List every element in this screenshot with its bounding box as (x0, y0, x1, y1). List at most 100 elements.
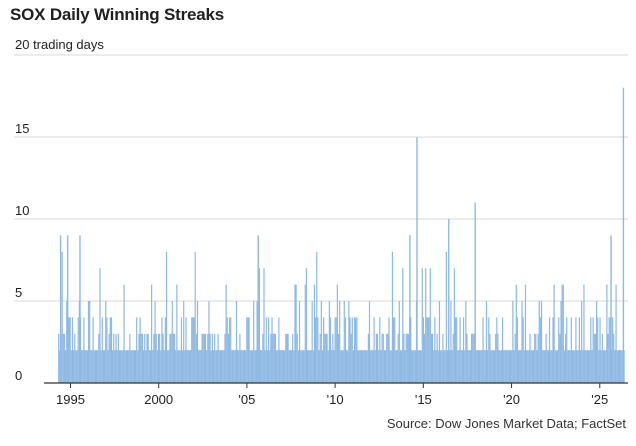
bar (532, 350, 535, 383)
bar (194, 251, 196, 383)
bar (219, 350, 222, 383)
bar (308, 350, 310, 383)
bar-notable (416, 137, 418, 383)
bar (305, 268, 308, 383)
bar (437, 350, 439, 383)
bar (186, 350, 188, 383)
bar (407, 333, 410, 383)
bar (199, 350, 201, 383)
bar (159, 333, 161, 383)
bar (501, 317, 504, 383)
bar (489, 333, 491, 383)
bar (551, 350, 553, 383)
x-tick-label: '25 (591, 392, 608, 407)
bar (324, 333, 326, 383)
bar (228, 317, 231, 383)
bar (140, 333, 142, 383)
bar (453, 268, 455, 383)
x-tick-label: 1995 (56, 392, 85, 407)
bar (91, 350, 93, 383)
bar (77, 317, 79, 383)
bar (374, 350, 376, 383)
bar (537, 333, 539, 383)
bar (594, 333, 597, 383)
bar (392, 317, 395, 383)
bar (621, 350, 623, 383)
bar (595, 301, 598, 383)
bar (76, 350, 78, 383)
y-tick-label: 5 (15, 285, 22, 300)
bar (233, 350, 235, 383)
bar (607, 333, 609, 383)
bar (344, 317, 347, 383)
source-note: Source: Dow Jones Market Data; FactSet (386, 416, 626, 431)
bar (92, 317, 94, 383)
bar (410, 317, 412, 383)
bar (556, 350, 559, 383)
bar (110, 317, 113, 383)
bar (120, 350, 122, 383)
bar (375, 333, 377, 383)
bar (332, 333, 334, 383)
bar (142, 350, 145, 383)
bar (521, 301, 523, 383)
bar (395, 350, 397, 383)
bar (124, 350, 126, 383)
bar (352, 350, 355, 383)
bar (601, 333, 603, 383)
bar (196, 301, 199, 383)
bar (540, 301, 543, 383)
bar (188, 350, 191, 383)
bar (160, 350, 162, 383)
bar (118, 350, 121, 383)
bar (106, 317, 108, 383)
bar (423, 333, 426, 383)
bar (85, 350, 87, 383)
bar (450, 301, 452, 383)
bar (214, 333, 216, 383)
bar (482, 317, 484, 383)
bar (134, 350, 137, 383)
bar (273, 333, 275, 383)
bar (266, 350, 269, 383)
bar (514, 333, 516, 383)
bar (245, 350, 247, 383)
bar (354, 317, 356, 383)
bar (169, 333, 171, 383)
bar (574, 350, 576, 383)
bar (227, 333, 230, 383)
bar (565, 333, 567, 383)
bar (457, 350, 459, 383)
bar (161, 317, 163, 383)
bar (519, 350, 521, 383)
bar (495, 333, 497, 383)
bar (112, 350, 114, 383)
bar (456, 317, 458, 383)
bar (480, 350, 482, 383)
bar (325, 333, 327, 383)
bar (446, 350, 449, 383)
bar (278, 317, 280, 383)
bar (360, 350, 363, 383)
bar (499, 350, 501, 383)
bar (553, 284, 555, 383)
bar (328, 301, 330, 383)
bar (147, 333, 149, 383)
bar-notable (622, 87, 625, 384)
bar (250, 350, 252, 383)
bar (320, 301, 322, 383)
bar (571, 350, 574, 383)
bar (264, 350, 266, 383)
bar (507, 350, 509, 383)
bar (290, 350, 293, 383)
bar (579, 350, 582, 383)
bar (246, 317, 248, 383)
bar (566, 317, 568, 383)
bar (484, 350, 486, 383)
bar (589, 350, 591, 383)
bar (418, 350, 420, 383)
bar (151, 284, 153, 383)
bar (592, 317, 594, 383)
bar (164, 317, 166, 383)
bar (274, 333, 277, 383)
